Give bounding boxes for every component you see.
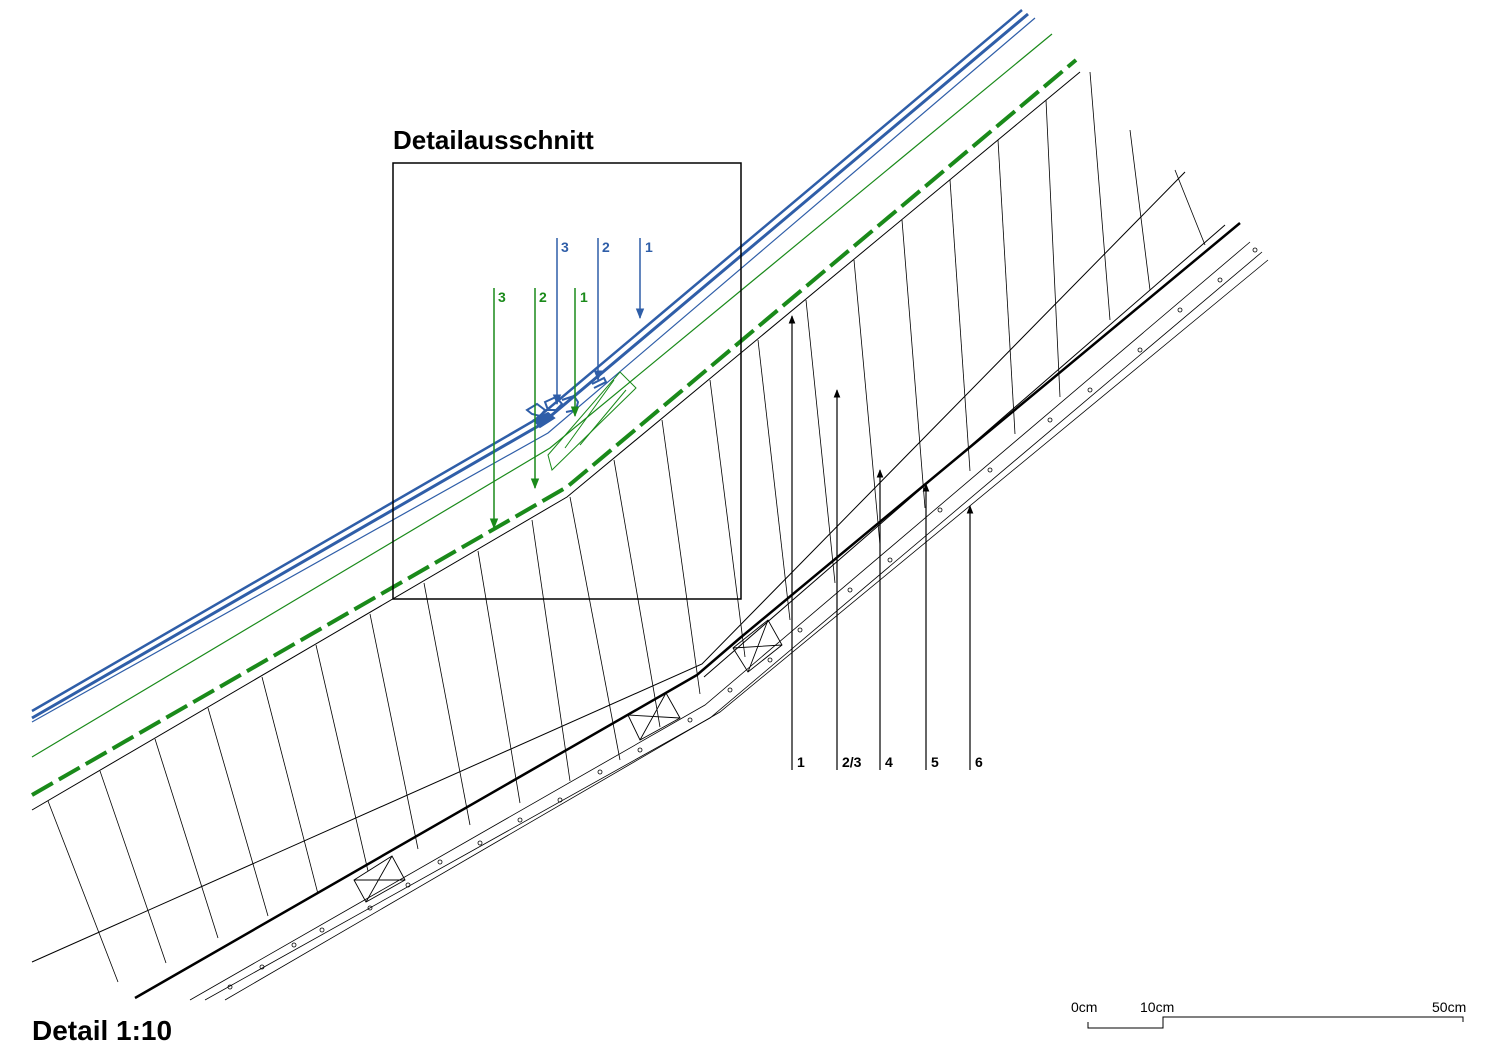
scale-label-50: 50cm — [1432, 999, 1466, 1015]
green-callout-1: 1 — [580, 289, 588, 305]
battens — [353, 619, 783, 903]
green-roof-lines — [31, 33, 1078, 797]
blue-callout-3: 3 — [561, 239, 569, 255]
layer-callouts — [788, 315, 974, 770]
scale-label-10: 10cm — [1140, 999, 1174, 1015]
layer-callout-2-3: 2/3 — [842, 754, 862, 770]
lining-layer — [189, 241, 1269, 1001]
plaster-dots — [227, 247, 1258, 990]
insulation-layers — [31, 71, 1226, 963]
layer-callout-1: 1 — [797, 754, 805, 770]
detail-cutout-box — [392, 162, 742, 600]
blue-callouts — [552, 238, 645, 406]
blue-roof-lines — [31, 9, 1036, 723]
layer-callout-6: 6 — [975, 754, 983, 770]
drawing-title: Detail 1:10 — [32, 1015, 172, 1046]
scale-bar — [1087, 1016, 1464, 1029]
layer-callout-5: 5 — [931, 754, 939, 770]
blue-callout-2: 2 — [602, 239, 610, 255]
layer-callout-4: 4 — [885, 754, 893, 770]
detail-box-title: Detailausschnitt — [393, 125, 594, 155]
vapour-layer-line — [134, 222, 1241, 1000]
green-callout-3: 3 — [498, 289, 506, 305]
scale-label-0: 0cm — [1071, 999, 1097, 1015]
green-callouts — [489, 288, 580, 530]
blue-callout-1: 1 — [645, 239, 653, 255]
green-callout-2: 2 — [539, 289, 547, 305]
hatching — [47, 71, 1206, 983]
